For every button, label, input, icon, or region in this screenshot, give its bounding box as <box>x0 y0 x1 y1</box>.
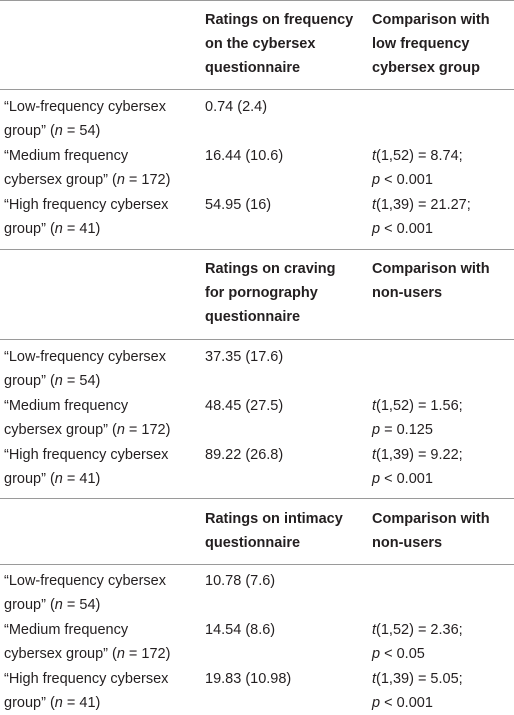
section-2-header-col2-line3: questionnaire <box>205 309 301 325</box>
section-3-row-3-rating: 19.83 (10.98) <box>205 671 292 687</box>
section-1-row-2-group-line1: “Medium frequency <box>4 148 129 164</box>
section-3-row-1-group-line2: group” (n = 54) <box>4 597 101 613</box>
section-2-row-2-comparison-line1: t(1,52) = 1.56; <box>372 398 463 414</box>
section-1-row-2-comparison-line2: p < 0.001 <box>372 172 433 188</box>
section-1-header-col3-line1: Comparison with <box>372 12 490 28</box>
section-1-row-2-comparison-line1: t(1,52) = 8.74; <box>372 148 463 164</box>
section-3-header-col2-line2: questionnaire <box>205 535 301 551</box>
section-2-row-1-group-line2: group” (n = 54) <box>4 373 101 389</box>
section-3-row-3-group-line1: “High frequency cybersex <box>4 671 169 687</box>
section-1-row-2-rating: 16.44 (10.6) <box>205 148 284 164</box>
section-3-header-rule <box>0 564 514 565</box>
section-3-row-2-comparison-line1: t(1,52) = 2.36; <box>372 622 463 638</box>
section-2-row-2-group-line2: cybersex group” (n = 172) <box>4 422 171 438</box>
section-2-row-3-group-line1: “High frequency cybersex <box>4 447 169 463</box>
section-1-header-col2-line1: Ratings on frequency <box>205 12 354 28</box>
section-2-header-col3-line1: Comparison with <box>372 261 490 277</box>
section-3-row-1-rating: 10.78 (7.6) <box>205 573 276 589</box>
section-3-row-3-comparison-line2: p < 0.001 <box>372 695 433 711</box>
section-3-top-rule <box>0 498 514 499</box>
section-1-row-1-group-line2: group” (n = 54) <box>4 123 101 139</box>
section-3-row-2-comparison-line2: p < 0.05 <box>372 646 425 662</box>
section-3-header-col3-line1: Comparison with <box>372 511 490 527</box>
section-2-row-1-rating: 37.35 (17.6) <box>205 349 284 365</box>
section-3-header-col2-line1: Ratings on intimacy <box>205 511 343 527</box>
section-2-header-col2-line1: Ratings on craving <box>205 261 336 277</box>
section-2-row-2-rating: 48.45 (27.5) <box>205 398 284 414</box>
table-top-rule <box>0 0 514 1</box>
section-1-header-rule <box>0 89 514 90</box>
section-2-row-2-group-line1: “Medium frequency <box>4 398 129 414</box>
section-1-header-col3-line2: low frequency <box>372 36 470 52</box>
section-3-header-col3-line2: non-users <box>372 535 443 551</box>
section-2-header-col3-line2: non-users <box>372 285 443 301</box>
section-1-row-2-group-line2: cybersex group” (n = 172) <box>4 172 171 188</box>
section-2-header-col2-line2: for pornography <box>205 285 318 301</box>
section-3-row-1-group-line1: “Low-frequency cybersex <box>4 573 166 589</box>
section-1-header-col2-line3: questionnaire <box>205 60 301 76</box>
section-3-row-3-comparison-line1: t(1,39) = 5.05; <box>372 671 463 687</box>
section-2-row-3-comparison-line1: t(1,39) = 9.22; <box>372 447 463 463</box>
section-1-row-1-rating: 0.74 (2.4) <box>205 99 268 115</box>
section-3-row-2-rating: 14.54 (8.6) <box>205 622 276 638</box>
section-2-row-3-comparison-line2: p < 0.001 <box>372 471 433 487</box>
section-1-row-3-comparison-line1: t(1,39) = 21.27; <box>372 197 471 213</box>
section-1-row-1-group-line1: “Low-frequency cybersex <box>4 99 166 115</box>
section-2-row-1-group-line1: “Low-frequency cybersex <box>4 349 166 365</box>
section-1-row-3-comparison-line2: p < 0.001 <box>372 221 433 237</box>
section-1-row-3-group-line2: group” (n = 41) <box>4 221 101 237</box>
section-2-header-rule <box>0 339 514 340</box>
section-1-header-col2-line2: on the cybersex <box>205 36 316 52</box>
section-2-row-2-comparison-line2: p = 0.125 <box>372 422 433 438</box>
section-1-row-3-rating: 54.95 (16) <box>205 197 272 213</box>
section-3-row-2-group-line1: “Medium frequency <box>4 622 129 638</box>
section-2-row-3-group-line2: group” (n = 41) <box>4 471 101 487</box>
section-1-header-col3-line3: cybersex group <box>372 60 480 76</box>
section-1-row-3-group-line1: “High frequency cybersex <box>4 197 169 213</box>
section-2-row-3-rating: 89.22 (26.8) <box>205 447 284 463</box>
section-3-row-2-group-line2: cybersex group” (n = 172) <box>4 646 171 662</box>
section-2-top-rule <box>0 249 514 250</box>
section-3-row-3-group-line2: group” (n = 41) <box>4 695 101 711</box>
